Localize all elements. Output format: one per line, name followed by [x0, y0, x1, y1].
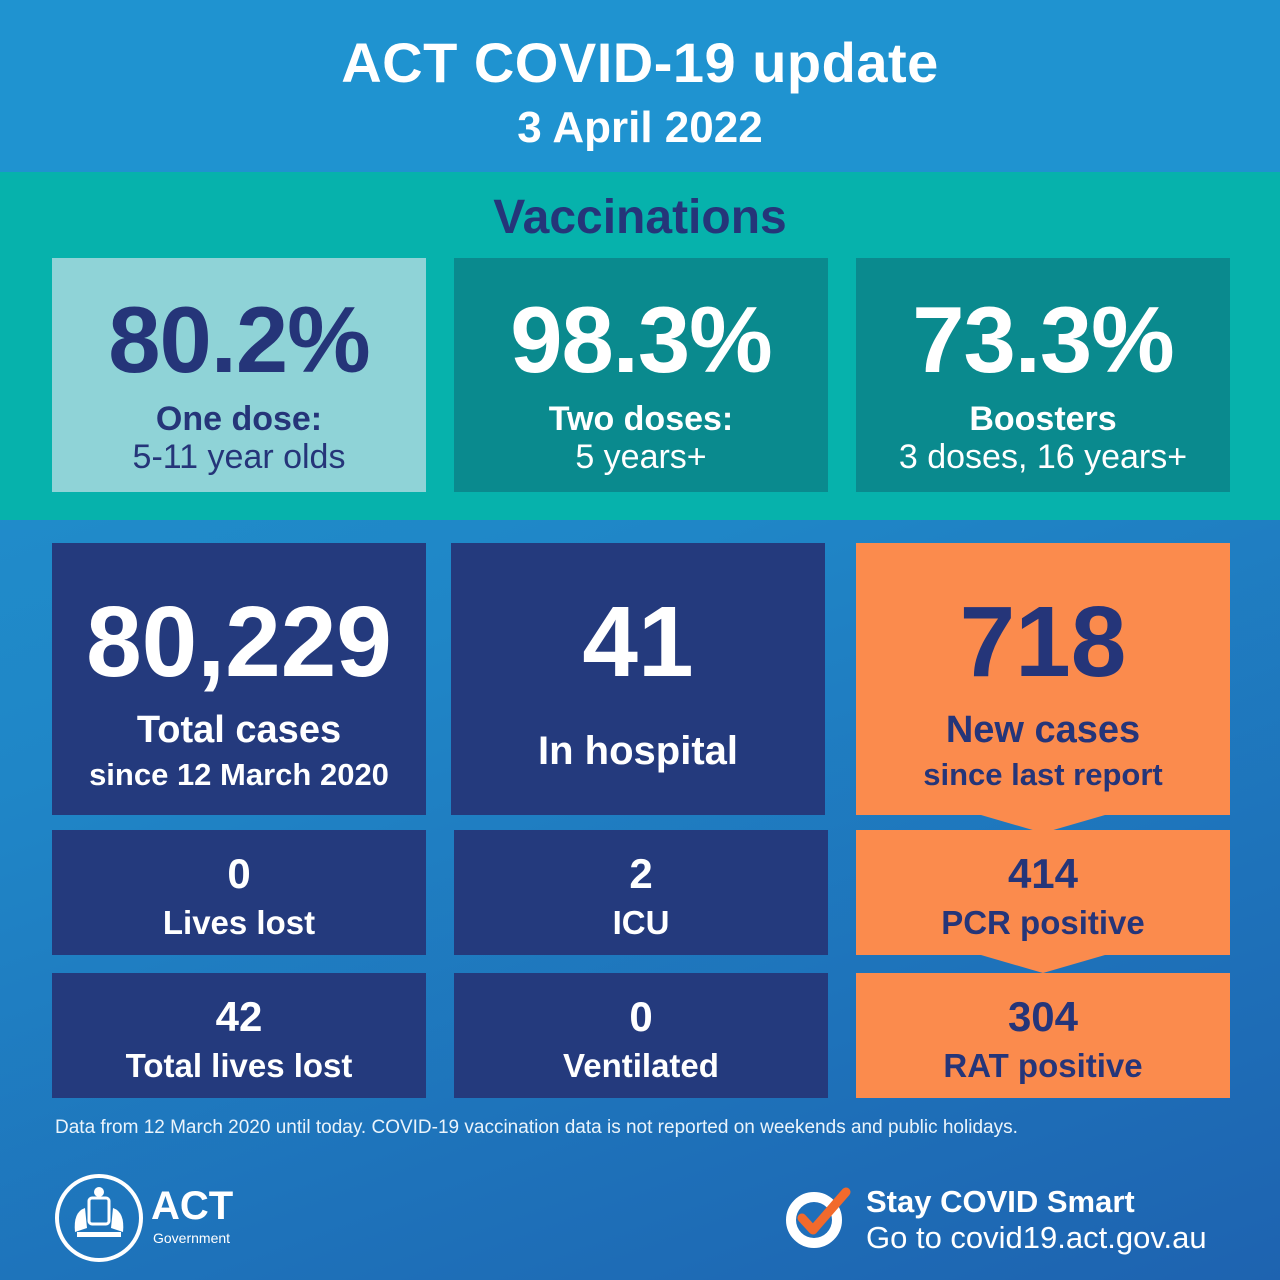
new-cases-label: New cases — [945, 709, 1141, 751]
vacc-two-doses-sublabel: 5 years+ — [575, 438, 707, 476]
rat-positive-value: 304 — [1007, 993, 1079, 1040]
new-cases-sublabel: since last report — [923, 757, 1163, 792]
vacc-boosters-card: 73.3% Boosters 3 doses, 16 years+ — [856, 258, 1230, 492]
vaccinations-heading: Vaccinations — [493, 191, 787, 244]
pcr-positive-value: 414 — [1007, 850, 1079, 897]
rat-positive-label: RAT positive — [943, 1047, 1143, 1084]
new-cases-card: 718 New cases since last report — [856, 543, 1230, 815]
icu-label: ICU — [612, 904, 670, 941]
rat-positive-card: 304 RAT positive — [856, 973, 1230, 1098]
arrow-down-icon — [981, 815, 1105, 833]
pcr-positive-label: PCR positive — [941, 904, 1145, 941]
icu-value: 2 — [629, 850, 653, 897]
icu-card: 2 ICU — [454, 830, 828, 955]
stay-covid-smart-title: Stay COVID Smart — [866, 1184, 1135, 1219]
vacc-one-dose-value: 80.2% — [108, 287, 371, 392]
vacc-boosters-value: 73.3% — [912, 287, 1175, 392]
ventilated-label: Ventilated — [563, 1047, 719, 1084]
vacc-two-doses-card: 98.3% Two doses: 5 years+ — [454, 258, 828, 492]
in-hospital-label: In hospital — [538, 729, 738, 773]
checkmark-icon — [786, 1187, 851, 1248]
footnote: Data from 12 March 2020 until today. COV… — [55, 1117, 1018, 1138]
total-cases-sublabel: since 12 March 2020 — [89, 757, 389, 792]
vacc-boosters-sublabel: 3 doses, 16 years+ — [898, 438, 1188, 476]
lives-lost-label: Lives lost — [162, 904, 316, 941]
vacc-one-dose-card: 80.2% One dose: 5-11 year olds — [52, 258, 426, 492]
new-cases-value: 718 — [959, 586, 1127, 698]
pcr-positive-card: 414 PCR positive — [856, 830, 1230, 955]
update-date: 3 April 2022 — [517, 103, 763, 152]
vacc-boosters-label: Boosters — [969, 400, 1117, 438]
page-title: ACT COVID-19 update — [341, 31, 939, 94]
total-lives-lost-card: 42 Total lives lost — [52, 973, 426, 1098]
in-hospital-value: 41 — [582, 586, 694, 698]
coat-of-arms-icon — [55, 1174, 143, 1262]
total-lives-lost-value: 42 — [215, 993, 263, 1040]
covid-website-link[interactable]: Go to covid19.act.gov.au — [866, 1220, 1207, 1255]
vacc-two-doses-value: 98.3% — [510, 287, 773, 392]
stay-covid-smart: Stay COVID Smart Go to covid19.act.gov.a… — [782, 1180, 1242, 1260]
total-cases-value: 80,229 — [86, 586, 392, 698]
lives-lost-card: 0 Lives lost — [52, 830, 426, 955]
header-banner: ACT COVID-19 update 3 April 2022 — [0, 0, 1280, 172]
logo-government-text: Government — [153, 1230, 231, 1246]
vacc-one-dose-label: One dose: — [155, 400, 323, 438]
arrow-down-icon — [981, 955, 1105, 973]
lives-lost-value: 0 — [227, 850, 251, 897]
vacc-two-doses-label: Two doses: — [548, 400, 734, 438]
in-hospital-card: 41 In hospital — [451, 543, 825, 815]
total-cases-card: 80,229 Total cases since 12 March 2020 — [52, 543, 426, 815]
vacc-one-dose-sublabel: 5-11 year olds — [132, 438, 346, 476]
total-lives-lost-label: Total lives lost — [125, 1047, 353, 1084]
ventilated-value: 0 — [629, 993, 653, 1040]
act-government-logo: ACT Government — [55, 1172, 255, 1264]
total-cases-label: Total cases — [136, 709, 342, 751]
logo-act-text: ACT — [151, 1184, 234, 1228]
ventilated-card: 0 Ventilated — [454, 973, 828, 1098]
